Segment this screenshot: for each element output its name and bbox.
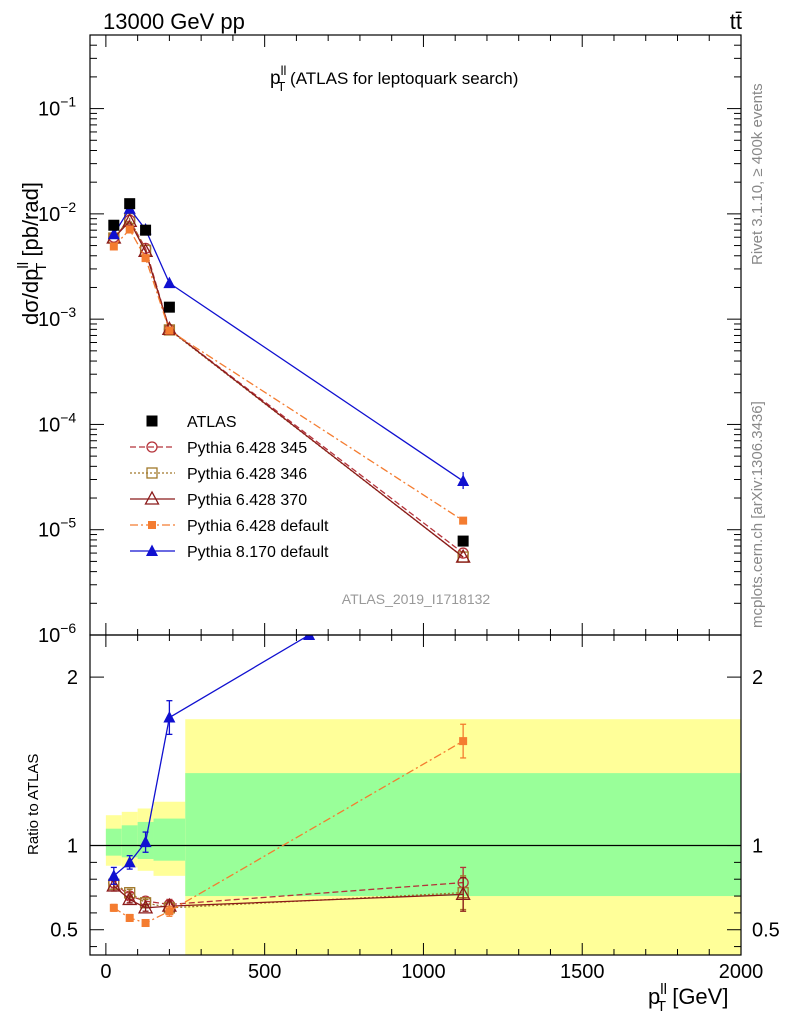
green-band [153,818,186,861]
ratio-point-pythia-6-428-370 [122,891,138,906]
ratio-point-pythia-6-428-370 [455,886,471,901]
ratio-y-tick-label-right: 0.5 [752,920,780,942]
y-tick-label: 10−6 [38,620,76,647]
svg-text:dσ/dpllT [pb/rad]: dσ/dpllT [pb/rad] [15,182,50,325]
ratio-point-pythia-8-170-default [139,835,152,848]
ratio-point-pythia-6-428-default [109,903,118,912]
y-tick-label: 10−2 [38,199,76,226]
ratio-series-layer [106,635,471,928]
legend-label-pythia-6-428-346: Pythia 6.428 346 [187,466,307,483]
ratio-point-pythia-6-428-default [141,919,150,927]
legend-label-pythia-6-428-default: Pythia 6.428 default [187,518,329,535]
data-point-atlas [163,301,175,313]
ratio-y-tick-label-right: 2 [752,667,763,689]
legend-marker-pythia-6-428-default [148,521,156,529]
legend-marker-atlas [146,415,158,427]
ylabel-rest: [pb/rad] [18,182,43,263]
ratio-point-pythia-6-428-default [459,737,468,746]
xlabel-rest: [GeV] [666,984,728,1009]
ratio-plot-frame [89,634,742,956]
title-superscript: ll [281,63,287,78]
ratio-y-label: Ratio to ATLAS [25,754,42,855]
ratio-y-tick-label-right: 1 [752,836,763,858]
ratio-y-tick-label: 1 [67,836,78,858]
xlabel-main: p [648,984,660,1009]
ylabel-subscript: T [33,263,50,272]
data-point-pythia-8-170-default [163,276,176,289]
x-tick-label: 1000 [401,961,446,983]
data-point-pythia-6-428-default [165,326,174,335]
ratio-y-tick-label: 2 [67,667,78,689]
data-point-pythia-6-428-default [125,225,134,234]
main-y-axis: 10−1 10−2 10−3 10−4 10−5 10−6 [38,34,742,647]
series-line-pythia-6-428-345 [113,219,464,554]
data-point-atlas [140,224,152,236]
ratio-y-tick-label: 0.5 [50,920,78,942]
ratio-point-pythia-8-170-default [303,635,316,640]
x-tick-label: 500 [248,961,281,983]
ratio-point-pythia-6-428-370 [106,877,122,892]
ylabel-superscript: ll [15,262,32,269]
ratio-axes: 0 500 1000 1500 2000 0.5 0.5 1 1 2 2 [50,635,780,983]
y-tick-label: 10−1 [38,94,76,121]
title-subscript: T [277,79,285,94]
x-tick-label: 1500 [560,961,605,983]
ratio-point-pythia-6-428-default [125,913,134,922]
legend-label-pythia-8-170-default: Pythia 8.170 default [187,544,329,561]
ratio-point-pythia-8-170-default [163,711,176,723]
legend-marker-pythia-6-428-345 [146,441,158,453]
y-tick-label: 10−5 [38,515,76,542]
xlabel-subscript: T [657,998,666,1015]
main-series-layer [106,198,471,563]
x-tick-label: 0 [100,961,111,983]
data-point-atlas [124,198,136,210]
mcplots-reference-text: mcplots.cern.ch [arXiv:1306.3436] [749,401,766,628]
ratio-point-pythia-6-428-default [165,907,174,916]
header-right: tt̄ [730,9,742,34]
ratio-plot-panel: 0 500 1000 1500 2000 0.5 0.5 1 1 2 2 [50,634,780,983]
legend-label-atlas: ATLAS [187,414,237,431]
ratio-point-pythia-6-428-370 [137,899,154,914]
data-point-pythia-6-428-370 [455,548,471,563]
green-band [105,828,122,856]
data-point-atlas [457,535,469,547]
ratio-uncertainty-bands [90,719,741,955]
title-p: p [270,68,281,89]
rivet-version-text: Rivet 3.1.10, ≥ 400k events [749,83,766,265]
data-point-pythia-8-170-default [107,227,120,240]
legend-marker-pythia-6-428-370 [144,490,160,505]
ratio-point-pythia-8-170-default [107,869,120,881]
header-left: 13000 GeV pp [103,9,245,34]
title-rest: (ATLAS for leptoquark search) [285,69,518,88]
main-y-label: dσ/dpllT [pb/rad] [15,182,50,325]
y-tick-label: 10−3 [38,304,76,331]
x-tick-label: 2000 [719,961,764,983]
analysis-watermark: ATLAS_2019_I1718132 [342,591,491,607]
plot-title: pll T (ATLAS for leptoquark search) [270,63,518,94]
xlabel-superscript: ll [660,981,667,998]
legend-label-pythia-6-428-370: Pythia 6.428 370 [187,492,307,509]
data-point-pythia-6-428-default [141,254,150,263]
data-point-atlas [108,219,120,231]
y-tick-label: 10−4 [38,409,76,436]
main-plot-panel: 10−1 10−2 10−3 10−4 10−5 10−6 [38,34,742,647]
legend: ATLAS Pythia 6.428 345 Pythia 6.428 346 Pyt… [130,414,329,561]
ylabel-main: dσ/dp [18,269,43,325]
legend-label-pythia-6-428-345: Pythia 6.428 345 [187,440,307,457]
legend-marker-pythia-8-170-default [146,544,158,556]
green-band [121,825,138,858]
data-point-pythia-6-428-default [109,242,118,251]
ratio-point-pythia-8-170-default [123,855,136,868]
data-point-pythia-6-428-default [459,516,468,525]
x-axis-label: pll T [GeV] [648,981,728,1015]
legend-marker-pythia-6-428-346 [146,467,158,479]
